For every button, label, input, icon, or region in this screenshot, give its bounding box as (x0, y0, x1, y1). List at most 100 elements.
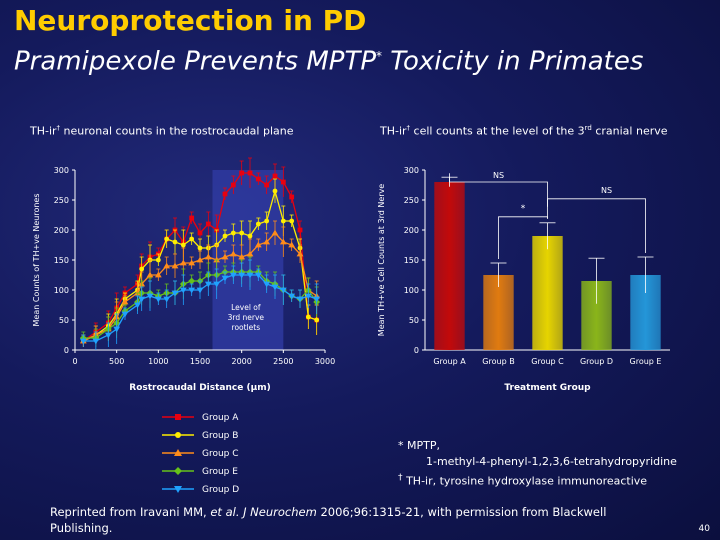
data-point-group-c (213, 256, 221, 263)
annotation-line: 3rd nerve (228, 313, 265, 322)
data-point-group-a (189, 215, 195, 221)
bar-y-tick-label: 150 (404, 256, 419, 265)
citation-pre: Reprinted from Iravani MM, (50, 505, 211, 519)
data-point-group-d (271, 284, 279, 291)
data-point-group-d (246, 272, 254, 279)
data-point-group-d (304, 293, 312, 300)
highlight-band (212, 170, 284, 350)
data-point-group-c (179, 259, 187, 266)
citation: Reprinted from Iravani MM, et al. J Neur… (50, 504, 670, 536)
data-point-group-b (164, 236, 170, 242)
subtitle-pre: Pramipexole Prevents MPTP (14, 46, 377, 77)
data-point-group-b (139, 266, 145, 272)
bar-y-tick-label: 200 (404, 226, 419, 235)
legend-item-group-b: Group B (160, 430, 238, 444)
series-line-group-d (83, 274, 317, 342)
data-point-group-d (229, 272, 237, 279)
data-point-group-d (279, 287, 287, 294)
data-point-group-a (297, 227, 303, 233)
sig-bracket-c-e (547, 198, 646, 253)
bar-chart: 0 50 100 150 200 250 300 Group A Group B Group C G… (377, 166, 670, 393)
data-point-group-b (272, 188, 278, 194)
data-point-group-d (196, 287, 204, 294)
data-point-group-b (189, 236, 195, 242)
subtitle-post: Toxicity in Primates (382, 46, 644, 77)
footnote-line2: 1-methyl-4-phenyl-1,2,3,6-tetrahydropyri… (426, 455, 677, 468)
footnote-line3: † TH-ir, tyrosine hydroxylase immunoreac… (398, 470, 677, 490)
y-tick-label: 200 (54, 226, 69, 235)
x-tick-label: 500 (109, 357, 124, 366)
data-point-group-d (254, 272, 262, 279)
y-tick-label: 50 (59, 316, 69, 325)
footnote-dagger: † (398, 472, 403, 483)
series-line-group-a (82, 172, 317, 342)
data-point-group-d (213, 281, 221, 288)
y-tick-label: 0 (64, 346, 69, 355)
data-point-group-c (204, 253, 212, 260)
data-point-group-d (134, 302, 141, 309)
data-point-group-c (154, 271, 162, 278)
x-tick-label: 1500 (190, 357, 210, 366)
footnote-line3-text: TH-ir, tyrosine hydroxylase immunoreacti… (402, 474, 648, 488)
data-point-group-b (255, 221, 261, 227)
y-tick-label: 250 (54, 196, 69, 205)
data-point-group-c (146, 271, 154, 278)
data-point-group-b (305, 314, 311, 320)
legend-label: Group E (202, 466, 238, 477)
data-point-group-b (155, 257, 161, 263)
data-point-group-c (288, 241, 296, 248)
annotation-line: Level of (231, 303, 261, 312)
bar-y-tick-label: 0 (414, 346, 419, 355)
data-point-group-b (247, 233, 253, 239)
series-line-group-c (83, 232, 318, 342)
data-point-group-d (313, 296, 321, 303)
x-tick-label: 0 (72, 357, 77, 366)
right-subtitle-rd: rd (584, 124, 592, 132)
right-subtitle-dagger: † (406, 124, 411, 132)
left-subtitle-post: neuronal counts in the rostrocaudal plan… (60, 124, 294, 138)
bar-group-c (532, 236, 563, 350)
data-point-group-d (79, 338, 87, 345)
bar-y-tick-label: 50 (409, 316, 419, 325)
bar-category-label: Group C (531, 357, 564, 366)
data-point-group-d (238, 272, 246, 279)
data-point-group-b (289, 218, 295, 224)
sig-label-ns2: NS (601, 186, 612, 195)
line-chart-legend: Group A Group B Group C Group E Group D (0, 408, 360, 500)
data-point-group-d (92, 338, 100, 345)
data-point-group-c (196, 256, 204, 263)
data-point-group-b (280, 218, 286, 224)
x-tick-label: 1000 (148, 357, 168, 366)
legend-item-group-c: Group C (160, 448, 239, 462)
data-point-group-b (264, 218, 270, 224)
data-point-group-a (197, 230, 203, 236)
data-point-group-c (221, 253, 229, 260)
legend-label: Group B (202, 430, 239, 441)
y-tick-label: 150 (54, 256, 69, 265)
data-point-group-c (134, 289, 141, 296)
data-point-group-b (172, 239, 178, 245)
data-point-group-d (121, 311, 129, 318)
slide-subtitle: Pramipexole Prevents MPTP* Toxicity in P… (14, 40, 694, 78)
data-point-group-a (289, 194, 295, 200)
bar-y-tick-label: 250 (404, 196, 419, 205)
data-point-group-d (163, 296, 171, 303)
legend-swatch (162, 432, 194, 438)
x-tick-label: 3000 (315, 357, 335, 366)
data-point-group-d (104, 332, 112, 339)
data-point-group-c (296, 250, 304, 257)
data-point-group-a (230, 182, 236, 188)
right-subtitle-post: cranial nerve (591, 124, 668, 138)
data-point-group-a (222, 191, 228, 197)
data-point-group-a (280, 179, 286, 185)
legend-swatch (162, 414, 194, 420)
right-subtitle-mid: cell counts at the level of the 3 (410, 124, 585, 138)
data-point-group-b (230, 230, 236, 236)
legend-label: Group A (202, 412, 239, 423)
y-axis-title: Mean Counts of TH+ve Neurones (32, 193, 41, 326)
data-point-group-c (254, 241, 262, 248)
data-point-group-c (238, 253, 246, 260)
footnote: * MPTP, 1-methyl-4-phenyl-1,2,3,6-tetrah… (398, 438, 677, 490)
legend-marker (175, 414, 181, 420)
